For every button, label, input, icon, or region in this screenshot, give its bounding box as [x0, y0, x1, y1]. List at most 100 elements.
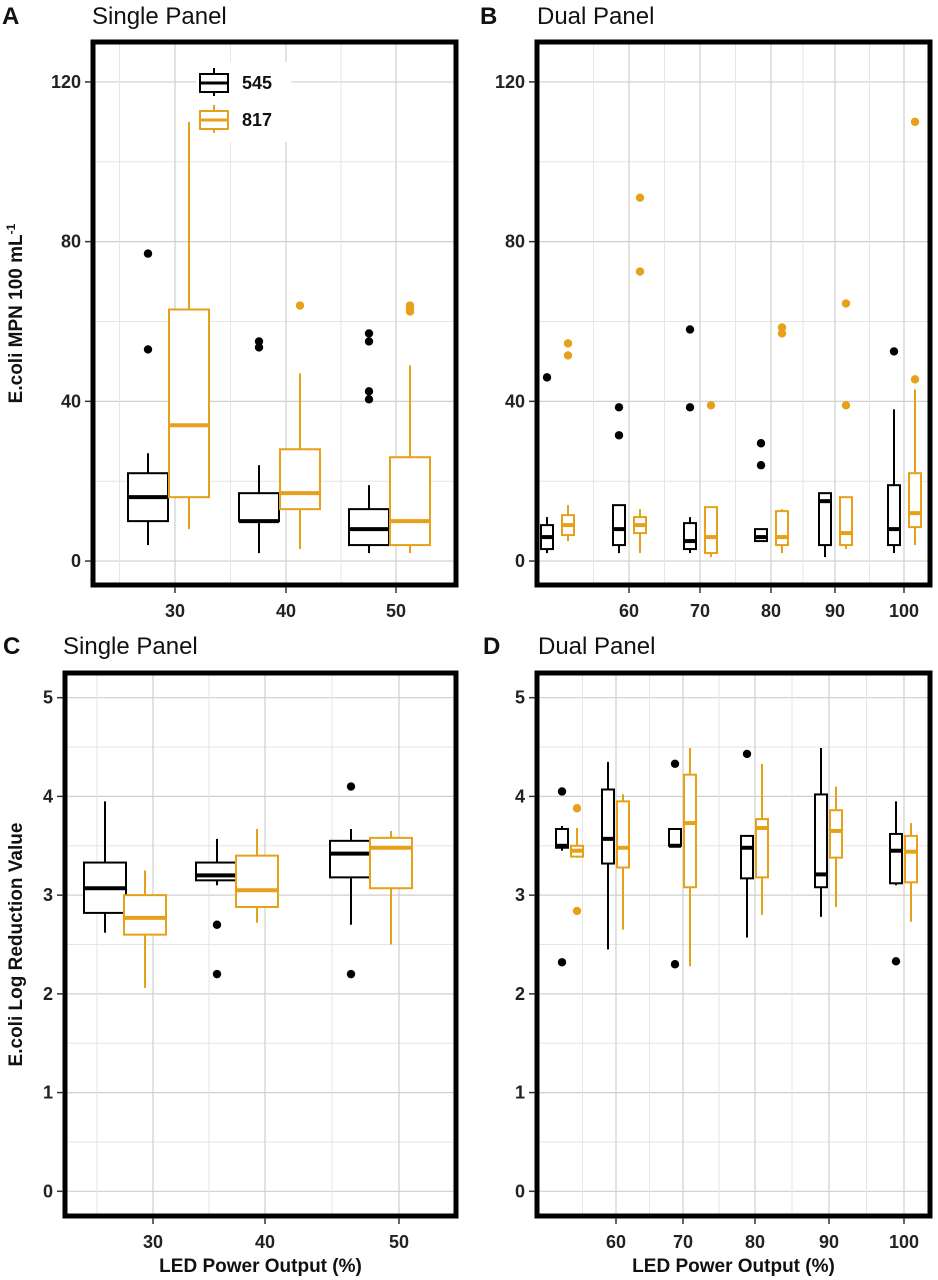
y-tick-label: 0 — [71, 551, 81, 571]
series-545 — [556, 748, 902, 968]
legend-label-817: 817 — [242, 110, 272, 130]
x-tick-label: 70 — [673, 1232, 693, 1252]
box-545-30 — [84, 801, 126, 932]
box-iqr — [236, 856, 278, 907]
outlier-point — [543, 373, 551, 381]
y-tick-label: 1 — [43, 1083, 53, 1103]
box-545-80 — [755, 439, 767, 541]
outlier-point — [144, 345, 152, 353]
box-iqr — [705, 507, 717, 553]
outlier-point — [757, 439, 765, 447]
y-tick-label: 3 — [43, 885, 53, 905]
box-817-90 — [830, 787, 842, 907]
box-iqr — [840, 497, 852, 545]
box-545-80 — [741, 750, 753, 938]
box-iqr — [330, 841, 372, 878]
outlier-point — [686, 403, 694, 411]
x-tick-label: 40 — [276, 601, 296, 621]
y-tick-label: 80 — [505, 232, 525, 252]
box-545-50 — [541, 373, 553, 553]
box-817-60 — [634, 194, 646, 554]
outlier-point — [347, 782, 355, 790]
box-iqr — [890, 834, 902, 883]
outlier-point — [558, 787, 566, 795]
box-545-50 — [349, 329, 389, 553]
x-tick-label: 100 — [889, 1232, 919, 1252]
box-817-60 — [617, 794, 629, 929]
outlier-point — [347, 970, 355, 978]
x-tick-label: 90 — [825, 601, 845, 621]
x-tick-label: 50 — [386, 601, 406, 621]
outlier-point — [707, 401, 715, 409]
box-iqr — [669, 829, 681, 846]
y-tick-label: 5 — [515, 688, 525, 708]
panel-b: 0 40 80 120 60 70 80 90 100 B Dual Panel — [480, 3, 930, 621]
x-tick-label: 30 — [165, 601, 185, 621]
x-axis-label: LED Power Output (%) — [159, 1256, 362, 1277]
y-tick-label: 0 — [515, 551, 525, 571]
box-545-90 — [815, 748, 827, 917]
box-545-50 — [556, 787, 568, 966]
outlier-point — [892, 957, 900, 965]
box-545-30 — [128, 249, 168, 545]
y-tick-label: 1 — [515, 1083, 525, 1103]
outlier-point — [144, 249, 152, 257]
y-tick-label: 0 — [515, 1181, 525, 1201]
outlier-point — [564, 351, 572, 359]
box-iqr — [602, 789, 614, 863]
panel-d: 0 1 2 3 4 5 60 70 80 90 100 D Dual Panel LED Power Ou… — [483, 633, 930, 1277]
box-iqr — [280, 449, 320, 509]
box-iqr — [390, 457, 430, 545]
x-tick-label: 30 — [143, 1232, 163, 1252]
x-tick-label: 60 — [606, 1232, 626, 1252]
outlier-point — [778, 329, 786, 337]
y-tick-label: 4 — [515, 786, 525, 806]
box-iqr — [888, 485, 900, 545]
panel-title: Dual Panel — [538, 633, 655, 660]
box-817-50 — [571, 804, 583, 915]
box-545-100 — [888, 347, 900, 553]
series-817 — [169, 122, 430, 553]
x-axis-label: LED Power Output (%) — [632, 1256, 835, 1277]
panel-title: Dual Panel — [537, 3, 654, 30]
y-axis-label-superscript: -1 — [4, 223, 18, 234]
y-tick-label: 40 — [61, 391, 81, 411]
box-iqr — [169, 310, 209, 498]
box-545-100 — [890, 801, 902, 965]
box-iqr — [613, 505, 625, 545]
gridlines — [65, 673, 456, 1216]
box-iqr — [905, 836, 917, 882]
panel-letter: A — [2, 3, 19, 30]
x-tick-label: 60 — [619, 601, 639, 621]
outlier-point — [406, 307, 414, 315]
box-iqr — [617, 801, 629, 867]
outlier-point — [365, 387, 373, 395]
panel-a: 5458170408012030 40 50A Single PanelE.coli … — [2, 3, 456, 621]
y-tick-label: 2 — [515, 984, 525, 1004]
x-tick-label: 100 — [889, 601, 919, 621]
outlier-point — [842, 299, 850, 307]
x-tick-label: 40 — [255, 1232, 275, 1252]
box-817-70 — [705, 401, 717, 557]
panel-letter: B — [480, 3, 497, 30]
y-tick-label: 4 — [43, 786, 53, 806]
outlier-point — [615, 431, 623, 439]
box-545-70 — [669, 760, 681, 969]
box-iqr — [370, 838, 412, 888]
y-axis-label-text: E.coli MPN 100 mL — [6, 234, 27, 403]
outlier-point — [255, 343, 263, 351]
outlier-point — [671, 760, 679, 768]
x-tick-label: 80 — [745, 1232, 765, 1252]
y-tick-label: 3 — [515, 885, 525, 905]
outlier-point — [686, 325, 694, 333]
box-iqr — [776, 511, 788, 545]
outlier-point — [296, 301, 304, 309]
box-817-100 — [909, 118, 921, 545]
panel-letter: C — [3, 633, 20, 660]
box-iqr — [909, 473, 921, 527]
outlier-point — [743, 750, 751, 758]
outlier-point — [564, 339, 572, 347]
x-tick-label: 90 — [819, 1232, 839, 1252]
box-545-40 — [196, 839, 238, 978]
outlier-point — [365, 329, 373, 337]
